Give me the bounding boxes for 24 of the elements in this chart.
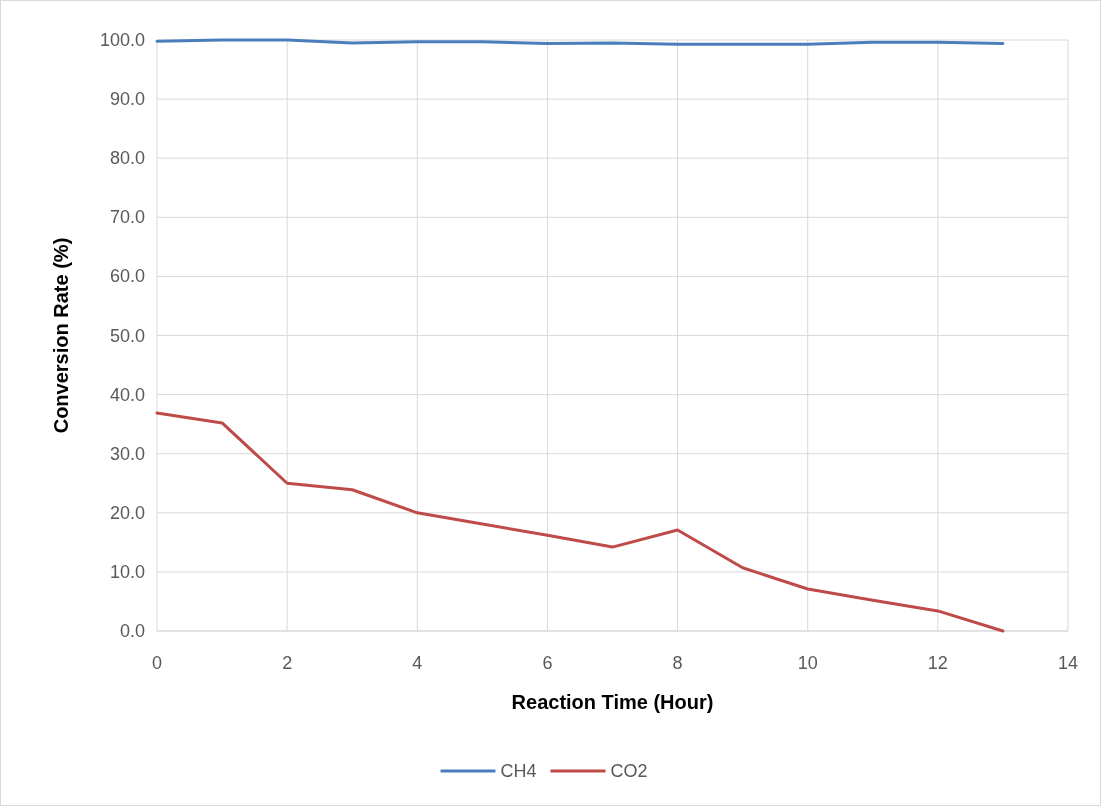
x-axis-title: Reaction Time (Hour) — [511, 691, 714, 713]
x-tick-label: 6 — [542, 653, 553, 673]
y-tick-label: 50.0 — [109, 325, 145, 346]
y-tick-label: 90.0 — [109, 89, 145, 110]
y-tick-label: 60.0 — [109, 266, 145, 287]
y-tick-label: 30.0 — [109, 443, 145, 464]
y-tick-label: 100.0 — [99, 30, 145, 50]
y-tick-label: 20.0 — [109, 502, 145, 523]
y-tick-label: 40.0 — [109, 384, 145, 405]
x-tick-label: 4 — [412, 653, 423, 673]
y-tick-label: 80.0 — [109, 148, 145, 169]
y-axis-title: Conversion Rate (%) — [50, 237, 72, 434]
legend-label: CO2 — [610, 761, 648, 781]
y-tick-label: 0.0 — [119, 621, 145, 641]
x-tick-label: 2 — [282, 653, 293, 673]
x-tick-label: 8 — [672, 653, 683, 673]
legend-label: CH4 — [500, 761, 537, 781]
x-tick-label: 10 — [797, 653, 818, 673]
line-series — [155, 411, 1005, 633]
x-tick-label: 12 — [927, 653, 948, 673]
y-tick-label: 10.0 — [109, 561, 145, 582]
x-tick-label: 14 — [1057, 653, 1079, 673]
y-tick-label: 70.0 — [109, 207, 145, 228]
x-tick-label: 0 — [151, 653, 163, 673]
